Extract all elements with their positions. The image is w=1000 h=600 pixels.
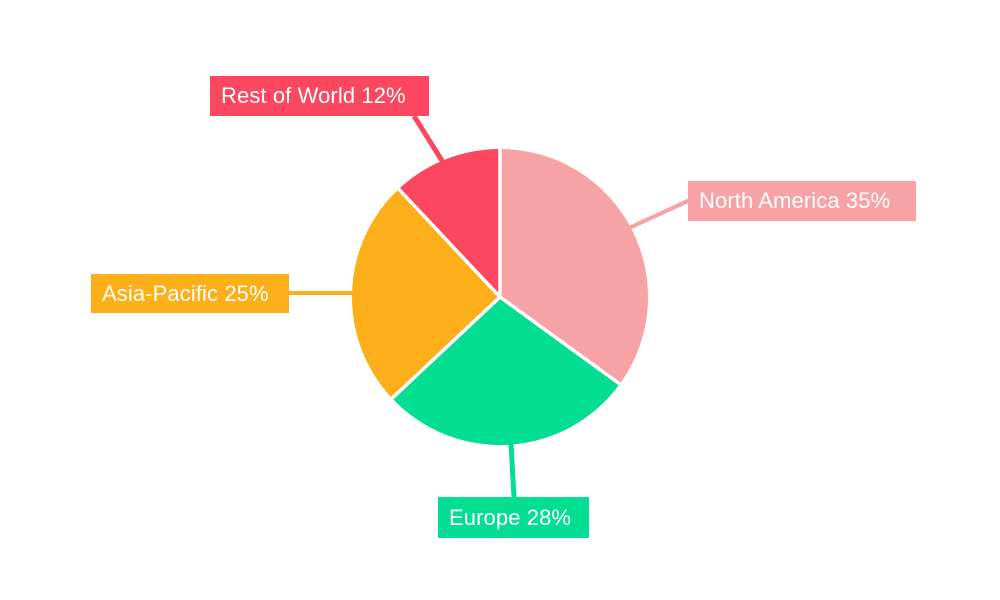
pie-label-asia-pacific[interactable]: Asia-Pacific 25%: [91, 274, 289, 313]
pie-slice-europe[interactable]: [392, 297, 620, 445]
separator-asia-pacific-rest-of-world: [397, 187, 502, 299]
leader-lines: [287, 114, 691, 498]
pie-slice-asia-pacific[interactable]: [352, 189, 500, 399]
pie-label-rest-of-world[interactable]: Rest of World 12%: [210, 76, 429, 116]
pie-slices: [352, 149, 648, 445]
pie-label-north-america[interactable]: North America 35%: [688, 181, 916, 221]
pie-slice-rest-of-world[interactable]: [398, 149, 500, 297]
pie-label-europe-text: Europe 28%: [449, 504, 572, 530]
pie-label-asia-pacific-text: Asia-Pacific 25%: [102, 280, 269, 306]
separator-north-america-europe: [498, 295, 621, 386]
pie-label-north-america-text: North America 35%: [699, 188, 891, 213]
pie-slice-north-america[interactable]: [500, 149, 648, 384]
slice-separators: [390, 149, 621, 400]
separator-europe-asia-pacific: [390, 295, 502, 400]
pie-label-europe[interactable]: Europe 28%: [438, 497, 589, 538]
pie-label-rest-of-world-text: Rest of World 12%: [221, 83, 406, 108]
leader-line-north-america: [628, 198, 691, 230]
leader-line-europe: [508, 443, 517, 498]
leader-line-rest-of-world: [411, 114, 449, 169]
